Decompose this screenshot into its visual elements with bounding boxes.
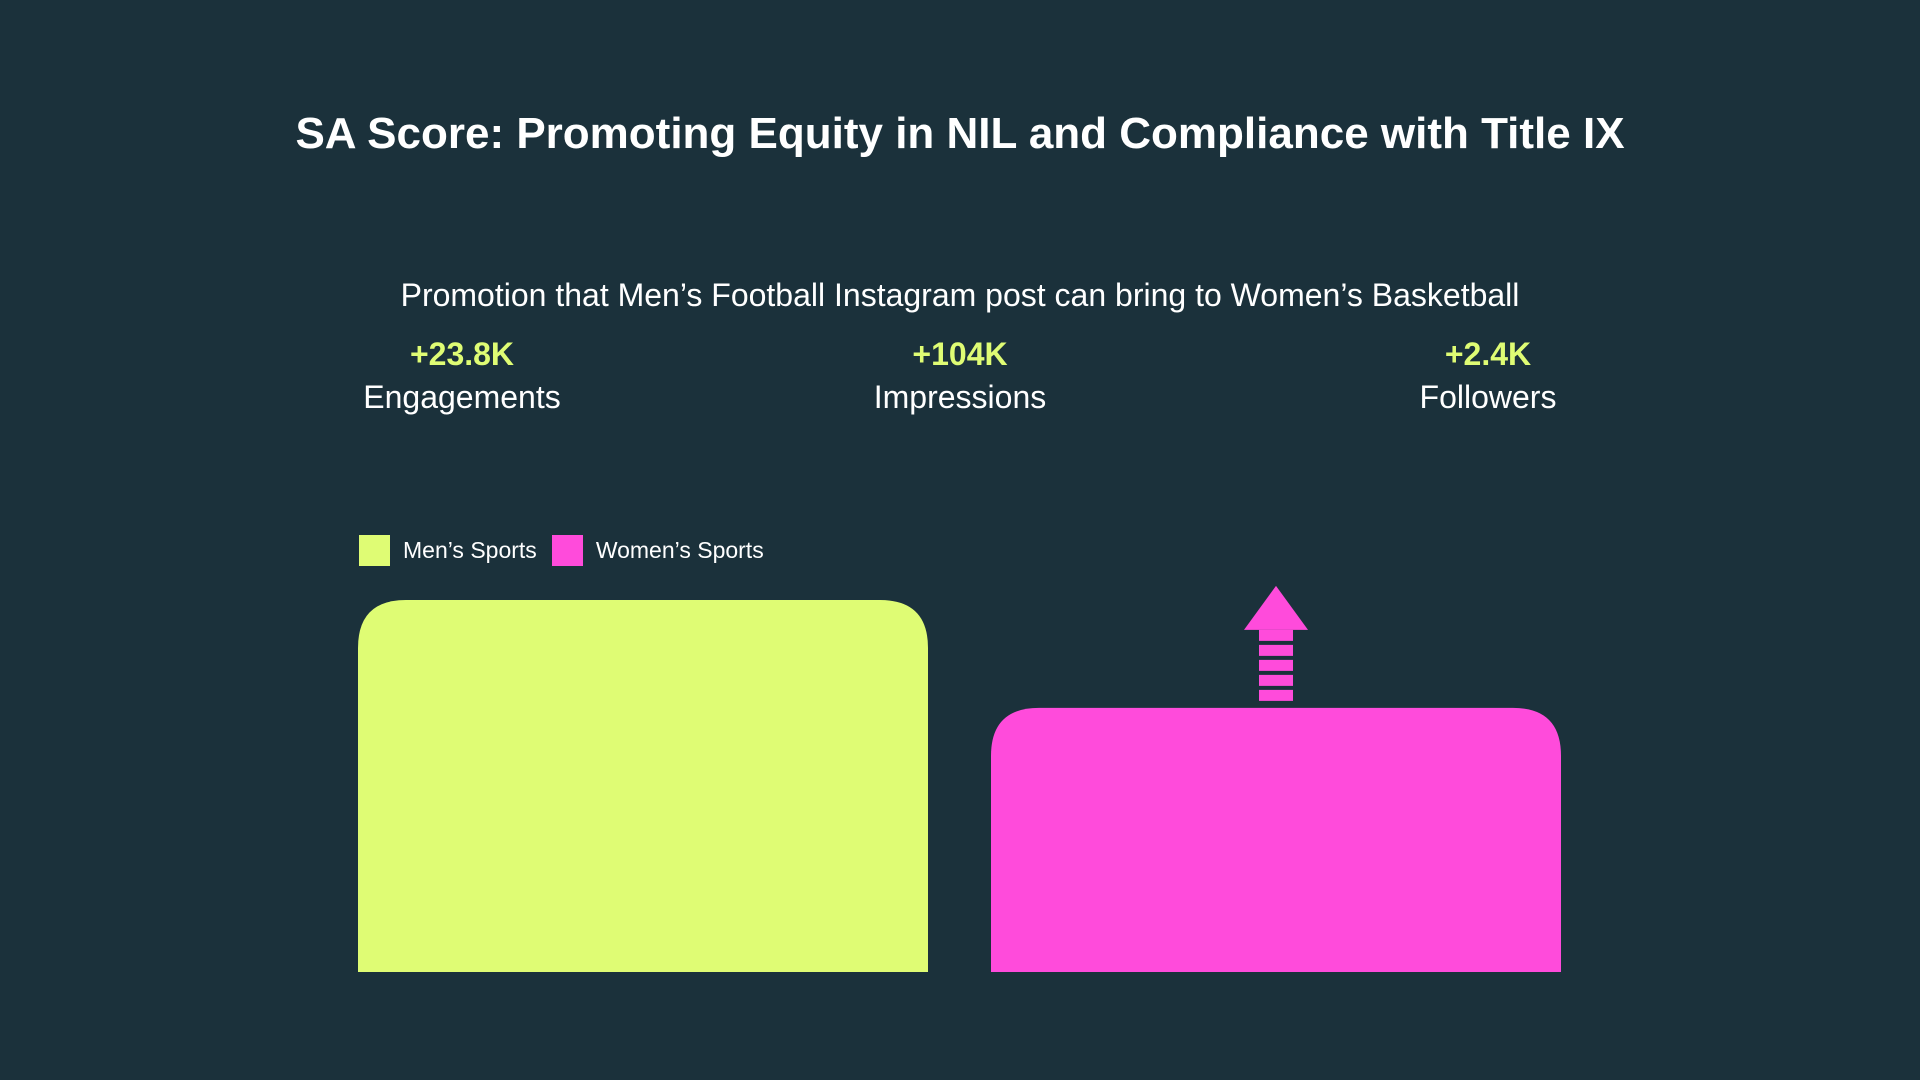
bar-mens-sports xyxy=(358,600,928,972)
legend-label-mens: Men’s Sports xyxy=(403,536,537,563)
stat-label: Engagements xyxy=(363,379,561,415)
legend-item-mens: Men’s Sports xyxy=(359,534,537,566)
up-arrow-icon xyxy=(1244,585,1308,701)
stat-label: Impressions xyxy=(873,379,1047,415)
arrow-stripe xyxy=(1259,629,1293,641)
stat-value: +2.4K xyxy=(1444,336,1532,372)
stat-engagements: +23.8K Engagements xyxy=(359,334,565,420)
legend-swatch-mens xyxy=(359,534,390,566)
stat-followers: +2.4K Followers xyxy=(1405,334,1571,420)
stat-value: +104K xyxy=(912,336,1008,372)
chart-title: SA Score: Promoting Equity in NIL and Co… xyxy=(295,109,1625,158)
stat-impressions: +104K Impressions xyxy=(840,334,1080,420)
legend-swatch-womens xyxy=(551,534,583,566)
chart-legend: Men’s Sports Women’s Sports xyxy=(359,534,764,566)
arrow-stripe xyxy=(1259,644,1293,656)
legend-label-womens: Women’s Sports xyxy=(595,536,764,563)
stat-value: +23.8K xyxy=(409,336,515,372)
arrow-stripe xyxy=(1259,689,1293,701)
stat-label: Followers xyxy=(1419,379,1557,415)
bar-womens-sports xyxy=(991,707,1561,972)
arrow-stripe xyxy=(1259,659,1293,671)
arrow-head xyxy=(1244,585,1308,630)
chart-subtitle: Promotion that Men’s Football Instagram … xyxy=(400,277,1520,313)
arrow-stripe xyxy=(1259,674,1293,686)
legend-item-womens: Women’s Sports xyxy=(551,534,764,566)
